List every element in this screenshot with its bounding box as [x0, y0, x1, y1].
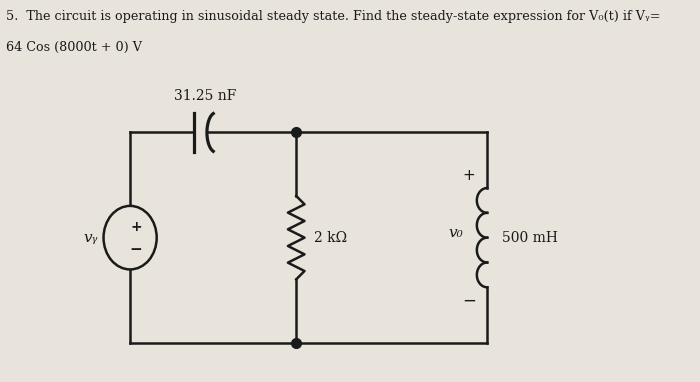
Text: +: + [463, 168, 475, 183]
Text: 500 mH: 500 mH [502, 231, 558, 244]
Text: vᵧ: vᵧ [83, 231, 97, 244]
Text: 2 kΩ: 2 kΩ [314, 231, 348, 244]
Text: −: − [130, 242, 142, 257]
Text: 64 Cos (8000t + 0) V: 64 Cos (8000t + 0) V [6, 41, 141, 54]
Text: −: − [462, 291, 476, 309]
Text: 5.  The circuit is operating in sinusoidal steady state. Find the steady-state e: 5. The circuit is operating in sinusoida… [6, 10, 660, 23]
Text: 31.25 nF: 31.25 nF [174, 89, 236, 103]
Text: +: + [130, 220, 141, 234]
Text: v₀: v₀ [448, 226, 463, 240]
